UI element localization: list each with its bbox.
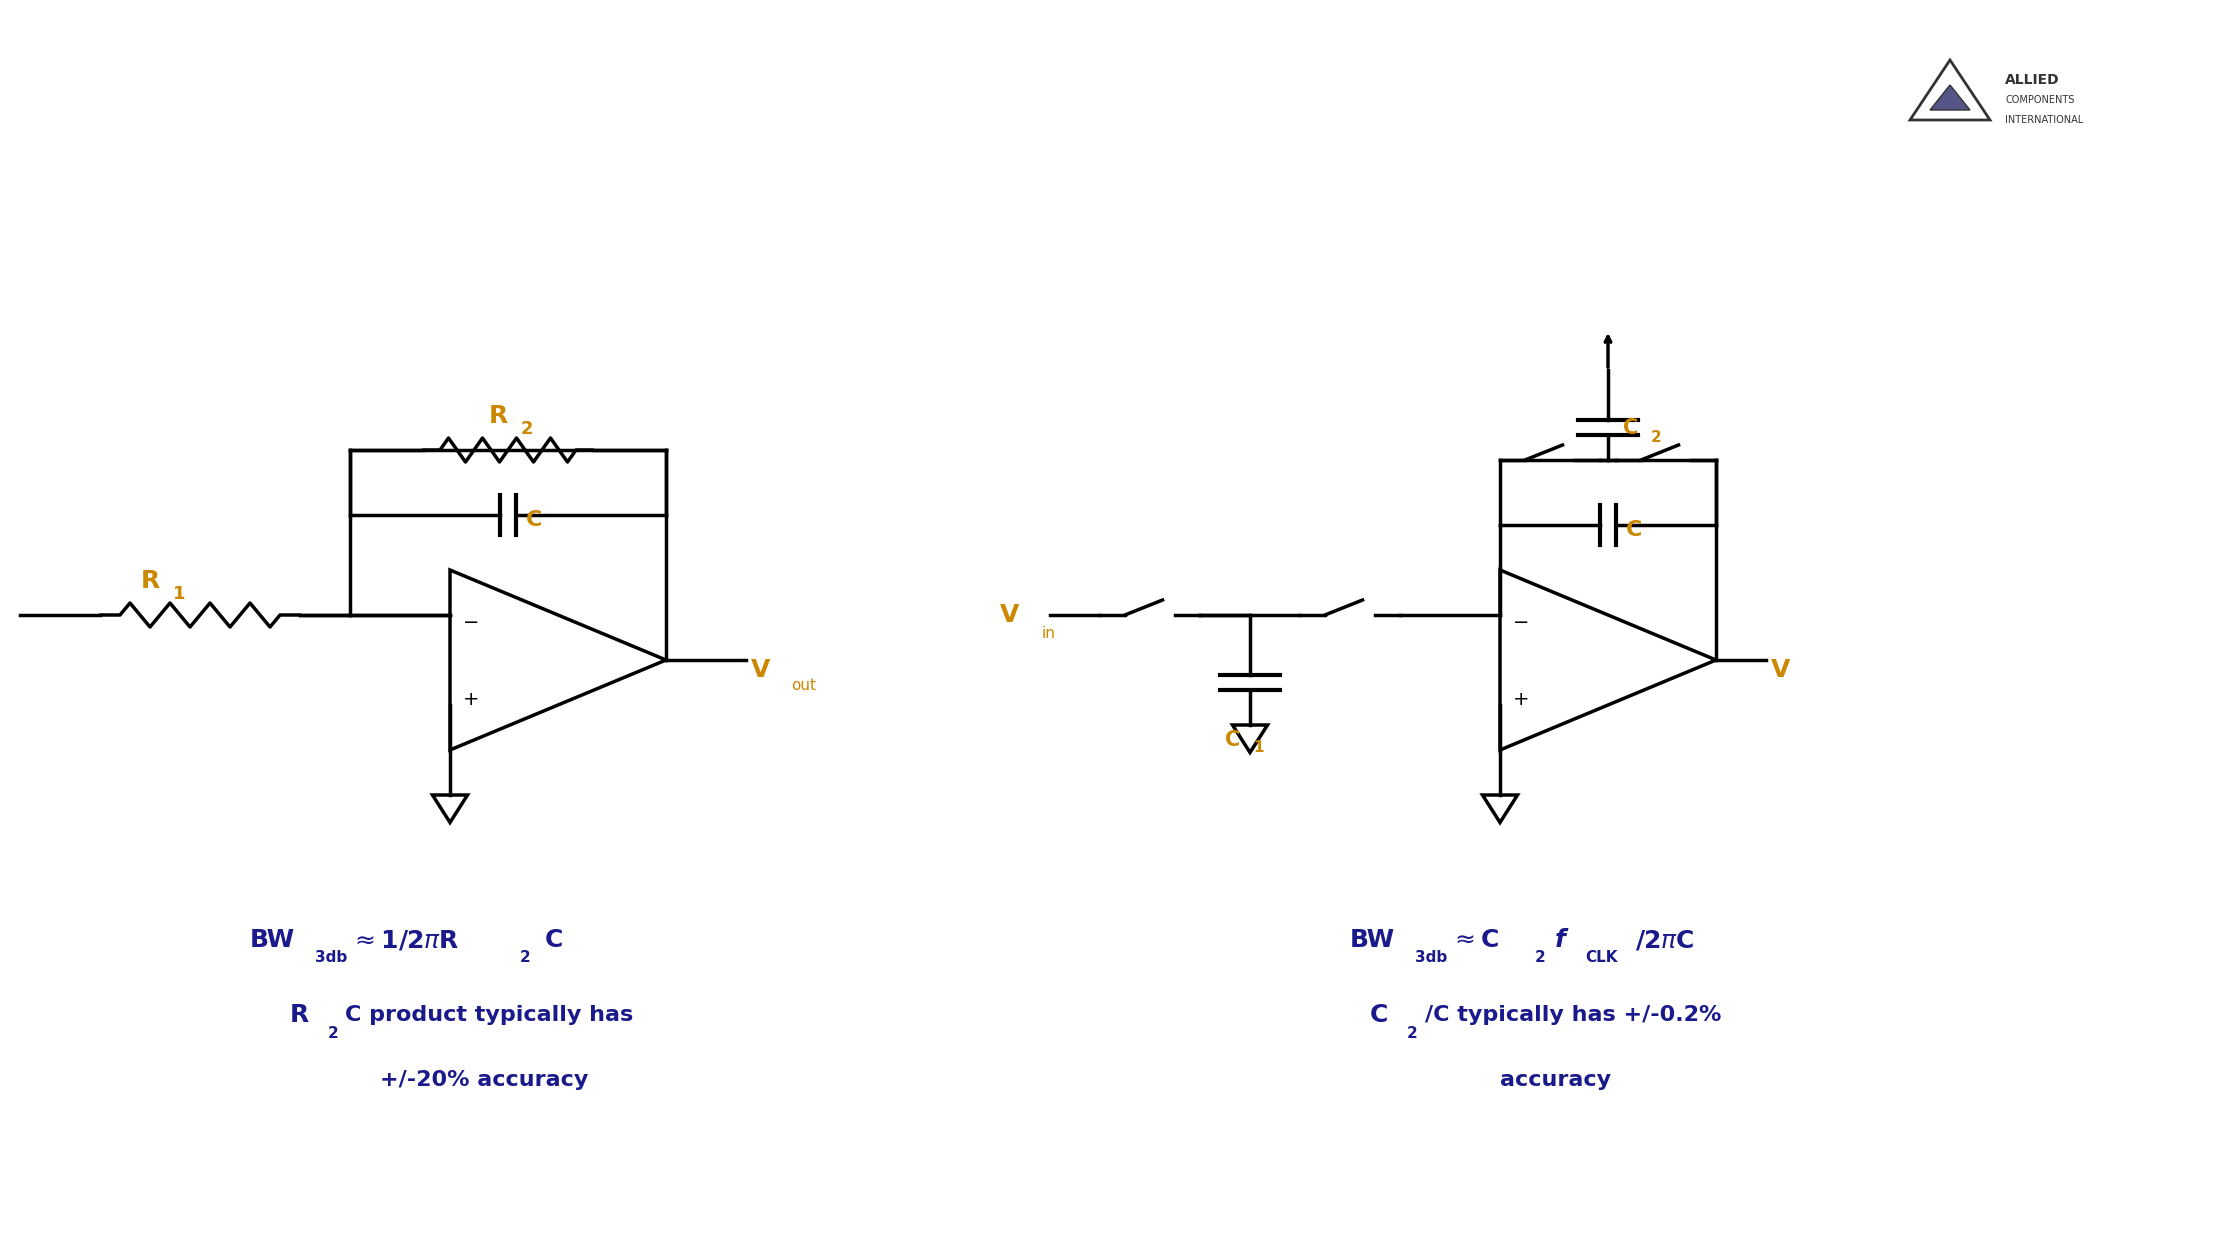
Text: V: V <box>1772 658 1790 682</box>
Text: $\mathregular{2}$: $\mathregular{2}$ <box>520 420 533 438</box>
Text: V: V <box>750 658 771 682</box>
Text: $-$: $-$ <box>461 611 479 630</box>
Text: BW: BW <box>251 929 296 953</box>
Text: 2: 2 <box>1651 431 1662 446</box>
Text: 2: 2 <box>1534 950 1546 965</box>
Text: f: f <box>1555 929 1566 953</box>
Text: V: V <box>999 604 1019 627</box>
Text: R: R <box>488 404 508 428</box>
Text: 3db: 3db <box>316 950 347 965</box>
Text: $+$: $+$ <box>1512 690 1528 709</box>
Text: 3db: 3db <box>1416 950 1447 965</box>
Text: 2: 2 <box>520 950 531 965</box>
Text: 2: 2 <box>1407 1026 1418 1041</box>
Text: in: in <box>1042 625 1055 640</box>
Text: 2: 2 <box>327 1026 338 1041</box>
Text: C: C <box>1626 520 1642 541</box>
Text: /C typically has +/-0.2%: /C typically has +/-0.2% <box>1425 1005 1720 1024</box>
Text: 1: 1 <box>1252 740 1263 755</box>
Text: C: C <box>526 510 542 530</box>
Text: $\approx$C: $\approx$C <box>1449 929 1499 953</box>
Text: C: C <box>1624 418 1637 438</box>
Text: +/-20% accuracy: +/-20% accuracy <box>381 1070 589 1090</box>
Text: $+$: $+$ <box>461 690 479 709</box>
Text: INTERNATIONAL: INTERNATIONAL <box>2005 115 2083 125</box>
Text: ALLIED: ALLIED <box>2005 73 2059 87</box>
Text: C product typically has: C product typically has <box>345 1005 634 1024</box>
Text: C: C <box>1225 730 1241 750</box>
Polygon shape <box>1931 84 1969 110</box>
Text: out: out <box>791 678 815 693</box>
Text: CLK: CLK <box>1586 950 1617 965</box>
Text: accuracy: accuracy <box>1501 1070 1611 1090</box>
Text: $\mathregular{1}$: $\mathregular{1}$ <box>172 585 186 604</box>
Text: C: C <box>544 929 564 953</box>
Text: R: R <box>289 1003 309 1027</box>
Text: C: C <box>1371 1003 1389 1027</box>
Text: COMPONENTS: COMPONENTS <box>2005 94 2074 105</box>
Text: R: R <box>141 570 159 593</box>
Text: /2$\pi$C: /2$\pi$C <box>1635 929 1693 953</box>
Text: $\approx$1/2$\pi$R: $\approx$1/2$\pi$R <box>349 929 459 953</box>
Text: BW: BW <box>1351 929 1396 953</box>
Text: $-$: $-$ <box>1512 611 1528 630</box>
